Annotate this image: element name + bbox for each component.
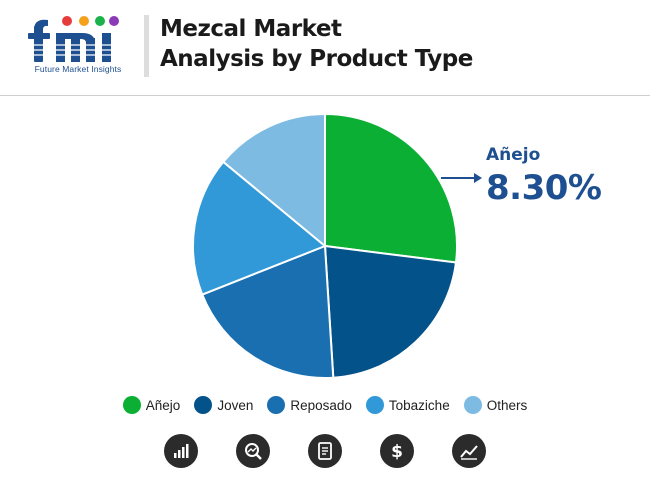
legend-swatch (122, 396, 141, 414)
legend-swatch (365, 396, 384, 414)
legend-label: Tobaziche (388, 397, 450, 413)
callout-value: 8.30% (486, 168, 602, 208)
legend-swatch (463, 396, 482, 414)
report-document-icon (308, 434, 342, 468)
pie-slice-joven (323, 244, 458, 379)
svg-text:$: $ (391, 442, 403, 462)
title-line-1: Mezcal Market (160, 16, 342, 42)
fmi-logo: Future Market Insights (22, 12, 134, 80)
logo-caption: Future Market Insights (34, 64, 122, 74)
title-divider (144, 15, 149, 77)
pie-slice-tobaziche (192, 160, 327, 296)
legend-item-reposado: Reposado (267, 396, 352, 414)
legend-item-tobaziche: Tobaziche (365, 396, 450, 414)
magnifier-trend-icon (236, 434, 270, 468)
header: Future Market Insights Mezcal Market Ana… (0, 0, 650, 95)
pie-chart (192, 112, 482, 379)
pie-slice-a-ejo (324, 112, 458, 264)
page-title: Mezcal Market Analysis by Product Type (160, 14, 630, 74)
line-chart-icon (452, 434, 486, 468)
legend-swatch (267, 396, 286, 414)
bar-chart-growth-icon (164, 434, 198, 468)
legend-label: Joven (217, 397, 254, 413)
legend-label: Reposado (290, 397, 352, 413)
title-line-2: Analysis by Product Type (160, 46, 473, 72)
callout-label: Añejo (486, 145, 541, 165)
pie-slices (192, 112, 458, 379)
legend-swatch (194, 396, 213, 414)
fmi-logo-mark (22, 16, 134, 62)
header-divider (0, 95, 650, 96)
legend-item-anejo: Añejo (122, 396, 181, 414)
legend: Añejo Joven Reposado Tobaziche Others (0, 394, 650, 416)
callout-arrow (441, 173, 482, 183)
footer-icons: $ (0, 434, 650, 470)
pie-slice-reposado (200, 244, 335, 379)
legend-item-others: Others (463, 396, 528, 414)
pie-slice-others (221, 112, 326, 249)
legend-item-joven: Joven (194, 396, 253, 414)
legend-label: Others (486, 397, 528, 413)
legend-label: Añejo (145, 397, 181, 413)
dollar-icon: $ (380, 434, 414, 468)
